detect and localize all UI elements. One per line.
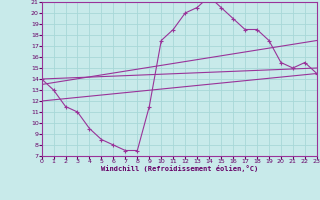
X-axis label: Windchill (Refroidissement éolien,°C): Windchill (Refroidissement éolien,°C) (100, 165, 258, 172)
